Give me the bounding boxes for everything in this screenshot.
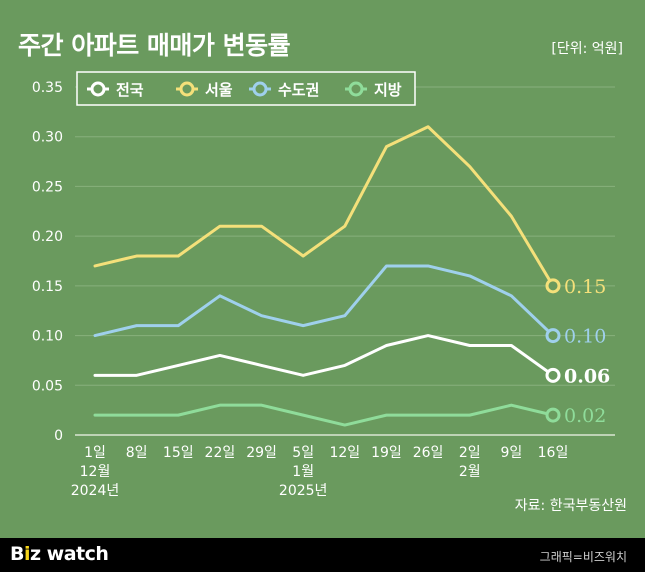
legend-label-metro: 수도권 — [278, 81, 319, 99]
x-month-label: 2024년 — [71, 483, 120, 499]
y-tick-label: 0.35 — [32, 80, 63, 96]
y-tick-label: 0.20 — [32, 229, 63, 245]
series-line-regional — [93, 403, 555, 427]
x-month-label: 2025년 — [279, 483, 328, 499]
source-note: 자료: 한국부동산원 — [514, 498, 627, 514]
x-tick-label: 22일 — [205, 445, 236, 461]
legend-swatch-marker — [348, 81, 364, 97]
x-tick-label: 16일 — [538, 445, 569, 461]
legend-label-regional: 지방 — [374, 81, 402, 99]
series-end-label-metro: 0.10 — [564, 326, 606, 348]
series-line-metro — [93, 264, 555, 338]
y-tick-label: 0.10 — [32, 329, 63, 345]
legend-swatch-marker — [252, 81, 268, 97]
graphic-credit: 그래픽=비즈워치 — [539, 550, 627, 564]
footer-bar: Biz watch 그래픽=비즈워치 — [0, 538, 645, 572]
series-end-marker-metro — [545, 328, 561, 344]
y-tick-label: 0.05 — [32, 378, 63, 394]
x-month-label: 2월 — [459, 464, 481, 480]
x-month-label: 12월 — [80, 464, 111, 480]
series-layer: 0.06 0.15 0.10 0.02 — [93, 125, 610, 427]
legend-label-national: 전국 — [116, 81, 144, 99]
x-tick-label: 9일 — [500, 445, 522, 461]
x-month-label: 1월 — [292, 464, 314, 480]
legend-label-seoul: 서울 — [205, 81, 233, 99]
grid-layer — [75, 86, 615, 436]
page-title: 주간 아파트 매매가 변동률 — [18, 31, 291, 60]
brand-logo: Biz watch — [10, 543, 109, 565]
x-tick-label: 5일 — [292, 445, 314, 461]
series-line-national — [93, 334, 555, 377]
x-tick-label: 26일 — [413, 445, 444, 461]
x-tick-label: 12일 — [329, 445, 360, 461]
x-tick-label: 1일 — [84, 445, 106, 461]
unit-label: [단위: 억원] — [551, 41, 623, 57]
legend-layer: 전국 서울 수도권 지방 — [76, 71, 416, 106]
y-tick-label: 0 — [54, 428, 63, 444]
x-tick-label: 15일 — [163, 445, 194, 461]
series-end-label-regional: 0.02 — [564, 405, 606, 427]
legend-swatch-marker — [179, 81, 195, 97]
x-tick-label: 29일 — [246, 445, 277, 461]
y-tick-label: 0.25 — [32, 179, 63, 195]
series-end-label-national: 0.06 — [564, 365, 610, 387]
series-end-label-seoul: 0.15 — [564, 276, 606, 298]
series-line-seoul — [93, 125, 555, 288]
x-tick-label: 2일 — [459, 445, 481, 461]
x-tick-label: 19일 — [371, 445, 402, 461]
series-end-marker-national — [545, 367, 561, 383]
y-tick-label: 0.15 — [32, 279, 63, 295]
x-tick-label: 8일 — [126, 445, 148, 461]
y-tick-label: 0.30 — [32, 130, 63, 146]
series-end-marker-regional — [545, 407, 561, 423]
legend-swatch-marker — [90, 81, 106, 97]
axis-layer: 0 0.05 0.10 0.15 0.20 0.25 0.30 0.35 1일 8일 15일 22일 2… — [32, 80, 569, 499]
line-chart: 0 0.05 0.10 0.15 0.20 0.25 0.30 0.35 1일 8일 15일 22일 2… — [32, 71, 615, 499]
series-end-marker-seoul — [545, 278, 561, 294]
